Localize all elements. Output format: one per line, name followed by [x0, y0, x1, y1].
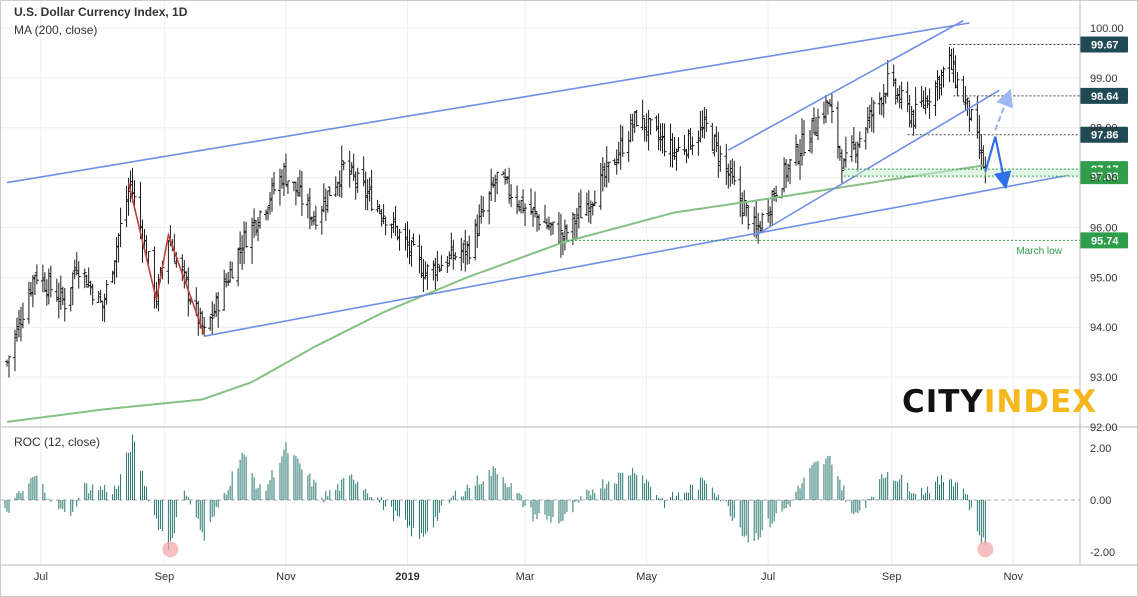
- x-tick-label: Mar: [516, 571, 535, 583]
- roc-bars: [4, 434, 994, 558]
- y-tick-label: 95.00: [1090, 272, 1118, 284]
- y-tick-label: 93.00: [1090, 372, 1118, 384]
- level-label-box: [1080, 168, 1128, 185]
- moving-average: [6, 164, 984, 423]
- x-tick-label: Jul: [761, 571, 775, 583]
- level-label: 97.86: [1091, 130, 1119, 142]
- x-tick-label: 2019: [395, 571, 419, 583]
- level-label-box: [1080, 126, 1128, 143]
- level-label-box: [1080, 87, 1128, 104]
- x-tick-label: Nov: [276, 571, 296, 583]
- head-shoulders-pattern: [127, 182, 206, 335]
- grid: [0, 0, 1080, 565]
- channel-trendline: [204, 174, 1070, 337]
- logo-index-text: INDEX: [983, 384, 1098, 420]
- y-tick-label: 99.00: [1090, 73, 1118, 85]
- support-zone: [843, 169, 1080, 177]
- trendlines: [6, 19, 1070, 337]
- level-label: 97.03: [1091, 171, 1119, 183]
- x-tick-label: Sep: [882, 571, 902, 583]
- level-label: 95.74: [1091, 235, 1119, 247]
- projection-arrow-solid: [984, 136, 1012, 190]
- y-tick-label: 94.00: [1090, 322, 1118, 334]
- level-label: 99.67: [1091, 39, 1119, 51]
- channel-trendline: [755, 89, 1000, 236]
- x-tick-label: Jul: [34, 571, 48, 583]
- ma200-line: [6, 164, 984, 423]
- roc-extreme-marker: [977, 541, 994, 558]
- x-tick-label: Nov: [1003, 571, 1023, 583]
- roc-y-tick-label: 0.00: [1090, 495, 1111, 507]
- price-bars: [4, 46, 988, 378]
- x-tick-label: Sep: [155, 571, 175, 583]
- level-label-box: [1080, 36, 1128, 53]
- indicator-label: MA (200, close): [14, 23, 98, 37]
- channel-trendline: [6, 22, 970, 184]
- channel-trendline: [727, 19, 964, 151]
- logo-city-text: CITY: [902, 384, 984, 420]
- level-label: 98.64: [1091, 91, 1119, 103]
- roc-extreme-marker: [162, 541, 179, 558]
- roc-y-tick-label: -2.00: [1090, 547, 1115, 559]
- x-tick-label: May: [636, 571, 657, 583]
- chart-title: U.S. Dollar Currency Index, 1D: [14, 5, 188, 19]
- level-label-box: [1080, 232, 1128, 249]
- y-tick-label: 96.00: [1090, 222, 1118, 234]
- y-tick-label: 98.00: [1090, 123, 1118, 135]
- roc-indicator-label: ROC (12, close): [14, 435, 101, 449]
- roc-y-tick-label: 2.00: [1090, 443, 1111, 455]
- y-tick-label: 100.00: [1090, 23, 1124, 35]
- projection-arrow-dashed: [994, 88, 1013, 131]
- march-low-label: March low: [1016, 246, 1062, 257]
- annotations: March low: [984, 88, 1063, 257]
- y-tick-label: 97.00: [1090, 173, 1118, 185]
- y-tick-label: 92.00: [1090, 422, 1118, 434]
- brand-logo: CITYINDEX: [902, 384, 1097, 420]
